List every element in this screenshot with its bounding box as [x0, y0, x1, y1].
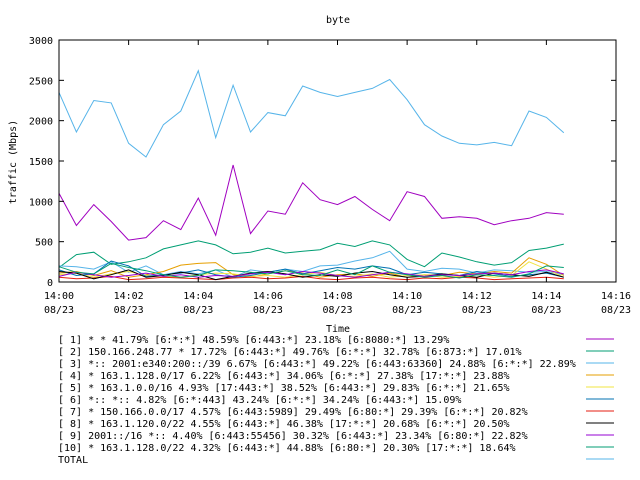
- x-tick-date-label: 08/23: [322, 305, 352, 316]
- x-tick-time-label: 14:10: [392, 291, 422, 302]
- legend-label: [10] * 163.1.128.0/22 4.32% [6:443:*] 44…: [58, 443, 516, 454]
- legend: [ 1] * * 41.79% [6:*:*] 48.59% [6:443:*]…: [58, 335, 614, 466]
- x-tick-time-label: 14:14: [531, 291, 561, 302]
- x-tick-time-label: 14:04: [183, 291, 213, 302]
- x-tick-time-label: 14:06: [253, 291, 283, 302]
- series-line-3: [58, 250, 564, 278]
- legend-label: [ 2] 150.166.248.77 * 17.72% [6:443:*] 4…: [58, 347, 522, 358]
- x-tick-date-label: 08/23: [44, 305, 74, 316]
- series-line-2: [58, 240, 564, 268]
- x-tick-time-label: 14:12: [462, 291, 492, 302]
- chart-title: byte: [326, 15, 350, 26]
- legend-label: [ 4] * 163.1.128.0/17 6.22% [6:443:*] 34…: [58, 371, 510, 382]
- series-line-9: [58, 269, 564, 278]
- legend-label: [ 3] *:: 2001:e340:200::/39 6.67% [6:443…: [58, 359, 576, 370]
- y-tick-label: 0: [47, 278, 53, 289]
- y-tick-label: 3000: [29, 36, 53, 47]
- x-tick-date-label: 08/23: [114, 305, 144, 316]
- x-axis-label: Time: [326, 324, 350, 335]
- legend-label: [ 7] * 150.166.0.0/17 4.57% [6:443:5989]…: [58, 407, 528, 418]
- series-line-10: [58, 262, 564, 279]
- x-tick-time-label: 14:08: [322, 291, 352, 302]
- y-axis-label: traffic (Mbps): [8, 120, 19, 204]
- x-tick-time-label: 14:00: [44, 291, 74, 302]
- x-tick-date-label: 08/23: [531, 305, 561, 316]
- y-ticks: 0 500 1000 1500 2000 2500 3000: [29, 36, 616, 289]
- y-tick-label: 2500: [29, 76, 53, 87]
- plot-lines: [58, 69, 565, 281]
- x-tick-date-label: 08/23: [462, 305, 492, 316]
- x-tick-date-label: 08/23: [183, 305, 213, 316]
- y-tick-label: 500: [35, 238, 53, 249]
- x-tick-time-label: 14:02: [114, 291, 144, 302]
- x-tick-date-label: 08/23: [601, 305, 631, 316]
- y-tick-label: 1500: [29, 157, 53, 168]
- series-line-11: [58, 69, 565, 158]
- y-tick-label: 2000: [29, 117, 53, 128]
- y-tick-label: 1000: [29, 197, 53, 208]
- legend-label: [ 1] * * 41.79% [6:*:*] 48.59% [6:443:*]…: [58, 335, 449, 346]
- plot-frame: [58, 39, 617, 283]
- x-tick-time-label: 14:16: [601, 291, 631, 302]
- x-tick-date-label: 08/23: [392, 305, 422, 316]
- series-line-7: [58, 275, 564, 281]
- legend-label: [ 5] * 163.1.0.0/16 4.93% [17:443:*] 38.…: [58, 383, 510, 394]
- series-line-1: [58, 164, 564, 241]
- x-ticks: 14:00 08/23 14:02 08/23 14:04 08/23 14:06 08/23…: [44, 40, 631, 316]
- legend-label: [ 6] *:: *:: 4.82% [6:*:443] 43.24% [6:*…: [58, 395, 461, 406]
- legend-label: TOTAL: [58, 455, 88, 466]
- x-tick-date-label: 08/23: [253, 305, 283, 316]
- legend-label: [ 8] * 163.1.120.0/22 4.55% [6:443:*] 46…: [58, 419, 510, 430]
- legend-label: [ 9] 2001::/16 *:: 4.40% [6:443:55456] 3…: [58, 431, 528, 442]
- series-line-8: [58, 269, 564, 281]
